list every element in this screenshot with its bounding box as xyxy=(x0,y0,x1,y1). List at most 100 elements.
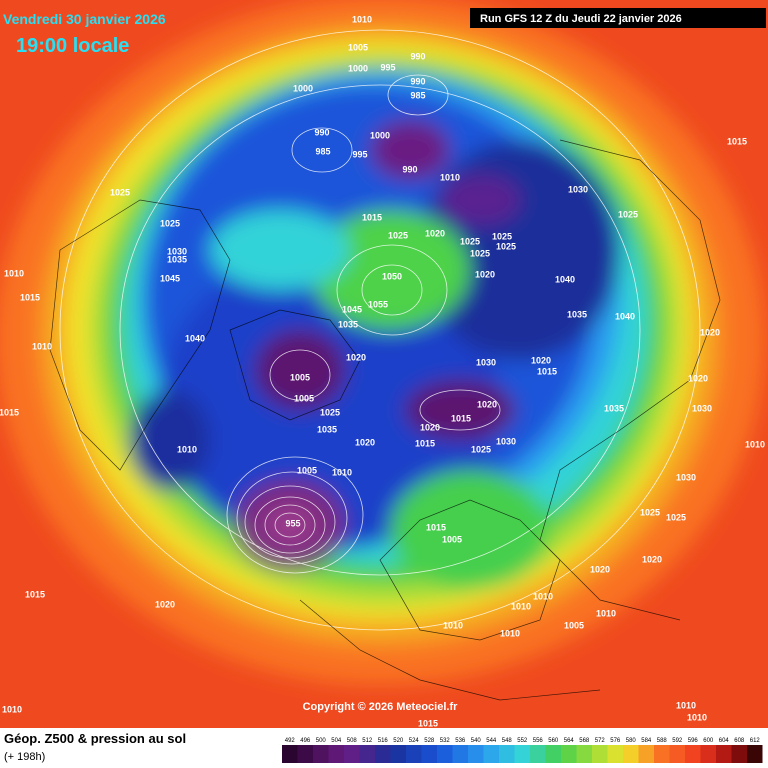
pressure-label: 1025 xyxy=(640,507,660,517)
pressure-label: 1010 xyxy=(745,439,765,449)
colorbar-tick-label: 604 xyxy=(719,738,730,744)
pressure-label: 1015 xyxy=(537,366,557,376)
pressure-label: 1020 xyxy=(355,437,375,447)
pressure-label: 1020 xyxy=(688,373,708,383)
colorbar-tick-label: 608 xyxy=(734,738,745,744)
colorbar-swatch xyxy=(344,745,360,763)
colorbar-swatch xyxy=(731,745,747,763)
colorbar-tick-label: 504 xyxy=(331,738,342,744)
colorbar-tick-label: 612 xyxy=(750,738,761,744)
footer-title: Géop. Z500 & pression au sol xyxy=(4,731,186,746)
colorbar-swatch xyxy=(282,745,298,763)
pressure-label: 1050 xyxy=(382,271,402,281)
pressure-label: 1025 xyxy=(496,241,516,251)
pressure-label: 1015 xyxy=(25,589,45,599)
colorbar-tick-label: 496 xyxy=(300,738,311,744)
pressure-label: 1010 xyxy=(511,601,531,611)
pressure-label: 1010 xyxy=(2,704,22,714)
pressure-label: 1040 xyxy=(555,274,575,284)
pressure-label: 1005 xyxy=(348,42,368,52)
pressure-label: 1035 xyxy=(167,254,187,264)
pressure-label: 1010 xyxy=(687,712,707,722)
pressure-label: 1030 xyxy=(167,246,187,256)
colorbar-tick-label: 540 xyxy=(471,738,482,744)
colorbar: 492 496 500 504 508 512 516 520 524 528 532 536 540 5… xyxy=(282,738,763,763)
colorbar-tick-label: 588 xyxy=(657,738,668,744)
pressure-label: 1055 xyxy=(368,299,388,309)
colorbar-swatch xyxy=(592,745,608,763)
colorbar-tick-label: 492 xyxy=(285,738,296,744)
colorbar-tick-label: 552 xyxy=(517,738,528,744)
colorbar-swatch xyxy=(607,745,623,763)
pressure-label: 1025 xyxy=(470,248,490,258)
colorbar-tick-label: 520 xyxy=(393,738,404,744)
pressure-label: 1040 xyxy=(615,311,635,321)
pressure-label: 1035 xyxy=(604,403,624,413)
colorbar-tick-label: 500 xyxy=(316,738,327,744)
pressure-label: 1005 xyxy=(297,465,317,475)
pressure-label: 1025 xyxy=(160,218,180,228)
pressure-label: 1005 xyxy=(290,372,310,382)
map-field xyxy=(0,0,768,728)
colorbar-tick-label: 556 xyxy=(533,738,544,744)
pressure-label: 995 xyxy=(352,149,367,159)
pressure-label: 1025 xyxy=(388,230,408,240)
colorbar-tick-label: 528 xyxy=(424,738,435,744)
pressure-label: 1010 xyxy=(533,591,553,601)
colorbar-tick-label: 596 xyxy=(688,738,699,744)
pressure-label: 1015 xyxy=(0,407,19,417)
pressure-label: 1025 xyxy=(471,444,491,454)
pressure-label: 1030 xyxy=(568,184,588,194)
pressure-label: 1020 xyxy=(420,422,440,432)
pressure-label: 1015 xyxy=(362,212,382,222)
pressure-label: 1005 xyxy=(294,393,314,403)
colorbar-swatch xyxy=(421,745,437,763)
colorbar-swatch xyxy=(654,745,670,763)
pressure-label: 1010 xyxy=(443,620,463,630)
colorbar-swatch xyxy=(359,745,375,763)
pressure-label: 1005 xyxy=(564,620,584,630)
footer-lead: (+ 198h) xyxy=(4,751,45,763)
colorbar-tick-label: 512 xyxy=(362,738,373,744)
colorbar-swatch xyxy=(468,745,484,763)
colorbar-swatch xyxy=(313,745,329,763)
colorbar-tick-label: 544 xyxy=(486,738,497,744)
pressure-label: 1020 xyxy=(700,327,720,337)
pressure-label: 1045 xyxy=(160,273,180,283)
pressure-label: 985 xyxy=(315,146,330,156)
pressure-label: 1020 xyxy=(642,554,662,564)
colorbar-tick-label: 516 xyxy=(378,738,389,744)
pressure-label: 1015 xyxy=(451,413,471,423)
pressure-label: 1025 xyxy=(666,512,686,522)
pressure-label: 1000 xyxy=(348,63,368,73)
pressure-label: 995 xyxy=(380,62,395,72)
pressure-label: 955 xyxy=(285,518,300,528)
colorbar-tick-label: 508 xyxy=(347,738,358,744)
colorbar-tick-label: 580 xyxy=(626,738,637,744)
colorbar-swatch xyxy=(390,745,406,763)
colorbar-tick-label: 600 xyxy=(703,738,714,744)
pressure-label: 990 xyxy=(402,164,417,174)
colorbar-swatch xyxy=(623,745,639,763)
pressure-label: 1020 xyxy=(477,399,497,409)
colorbar-tick-label: 564 xyxy=(564,738,575,744)
colorbar-swatch xyxy=(638,745,654,763)
run-label: Run GFS 12 Z du Jeudi 22 janvier 2026 xyxy=(480,13,682,25)
pressure-label: 985 xyxy=(410,90,425,100)
colorbar-swatch xyxy=(328,745,344,763)
colorbar-swatch xyxy=(483,745,499,763)
pressure-label: 1045 xyxy=(342,304,362,314)
pressure-label: 990 xyxy=(314,127,329,137)
colorbar-swatch xyxy=(685,745,701,763)
date-label: Vendredi 30 janvier 2026 xyxy=(3,11,166,27)
colorbar-tick-label: 560 xyxy=(548,738,559,744)
colorbar-swatch xyxy=(700,745,716,763)
pressure-label: 1010 xyxy=(332,467,352,477)
pressure-label: 1000 xyxy=(370,130,390,140)
colorbar-swatch xyxy=(514,745,530,763)
pressure-label: 1010 xyxy=(32,341,52,351)
colorbar-swatch xyxy=(437,745,453,763)
colorbar-swatch xyxy=(747,745,763,763)
pressure-label: 990 xyxy=(410,76,425,86)
pressure-label: 1030 xyxy=(692,403,712,413)
